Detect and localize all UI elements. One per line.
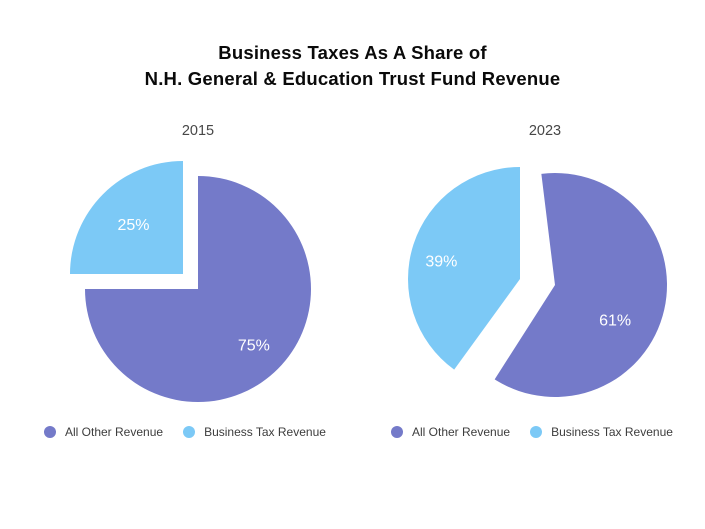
pie-2015-slice-business-tax-revenue [70,161,183,274]
legend-2015: All Other Revenue Business Tax Revenue [44,425,326,439]
pie-2015-value-label: 25% [117,217,149,234]
legend-swatch-all-other-revenue-icon [44,426,56,438]
pie-2023-value-label: 39% [425,254,457,271]
legend-2023: All Other Revenue Business Tax Revenue [391,425,673,439]
pie-2023-value-label: 61% [599,312,631,329]
legend-item-business-tax-revenue: Business Tax Revenue [530,425,673,439]
legend-label-all-other-revenue: All Other Revenue [65,425,164,439]
chart-title-line-2: N.H. General & Education Trust Fund Reve… [144,68,561,89]
pie-2015-slice-all-other-revenue [85,176,311,402]
legend-label-business-tax-revenue: Business Tax Revenue [551,425,673,439]
chart-title-line-1: Business Taxes As A Share of [218,42,487,63]
legend-item-all-other-revenue: All Other Revenue [44,425,163,439]
legend-swatch-business-tax-revenue-icon [530,426,543,438]
legend-label-business-tax-revenue: Business Tax Revenue [204,425,326,439]
pie-2023-slice-business-tax-revenue [408,166,520,370]
pie-2015-value-label: 75% [238,338,270,355]
chart-title: Business Taxes As A Share of N.H. Genera… [0,40,705,92]
pie-2023-year-label: 2023 [528,123,562,139]
legend-item-business-tax-revenue: Business Tax Revenue [183,425,326,439]
legend-swatch-business-tax-revenue-icon [183,426,196,438]
pie-2015-year-label: 2015 [181,123,215,139]
legend-item-all-other-revenue: All Other Revenue [391,425,510,439]
legend-swatch-all-other-revenue-icon [391,426,403,438]
pie-2023-slice-all-other-revenue [494,172,668,397]
legend-label-all-other-revenue: All Other Revenue [412,425,511,439]
